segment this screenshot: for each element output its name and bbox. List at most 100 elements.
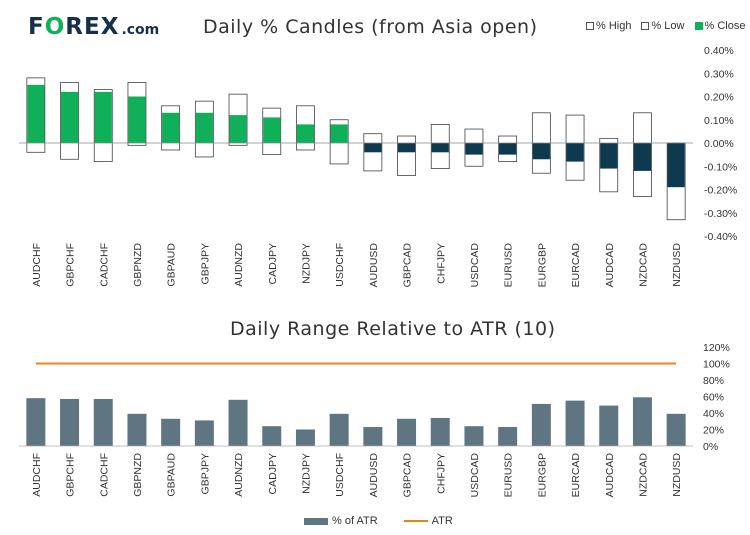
- close-bar: [499, 143, 517, 155]
- atr-pct-bar: [397, 418, 417, 446]
- x-tick-label: GBPCHF: [65, 243, 77, 287]
- close-bar: [431, 143, 449, 153]
- atr-pct-bar: [329, 413, 349, 446]
- logo-text-rex: REX: [65, 14, 120, 40]
- atr-chart-title: Daily Range Relative to ATR (10): [230, 318, 556, 340]
- x-tick-label: CADJPY: [267, 243, 279, 284]
- atr-pct-bar: [262, 426, 282, 446]
- x-tick-label: GBPCAD: [402, 243, 414, 288]
- x-tick-label: NZDJPY: [300, 453, 312, 494]
- x-tick-label: EURCAD: [570, 453, 582, 498]
- atr-pct-bar: [363, 427, 383, 446]
- atr-pct-bar: [430, 417, 450, 446]
- x-tick-label: NZDJPY: [300, 243, 312, 284]
- close-bar: [60, 91, 79, 143]
- atr-legend: % of ATR ATR: [304, 515, 453, 527]
- close-bar: [296, 124, 315, 143]
- x-tick-label: USDCAD: [469, 453, 481, 498]
- close-bar: [27, 84, 45, 143]
- legend-item-high: % High: [586, 20, 631, 32]
- close-bar: [600, 143, 618, 169]
- x-tick-label: GBPNZD: [132, 243, 144, 287]
- atr-pct-bar: [194, 420, 214, 446]
- x-tick-label: GBPJPY: [199, 453, 211, 494]
- y-tick-label: 0.30%: [704, 68, 734, 80]
- x-tick-label: NZDUSD: [671, 243, 683, 287]
- close-bar: [532, 143, 550, 160]
- x-tick-label: EURGBP: [536, 453, 548, 497]
- x-tick-label: USDCHF: [334, 453, 346, 497]
- close-bar: [128, 96, 146, 143]
- y-tick-label: 40%: [703, 408, 724, 420]
- atr-pct-bar: [26, 398, 46, 446]
- x-tick-label: AUDNZD: [233, 453, 245, 497]
- close-bar: [330, 124, 348, 143]
- legend-item-pct-atr: % of ATR: [304, 515, 378, 527]
- y-tick-label: 120%: [703, 342, 730, 354]
- atr-pct-bar: [161, 418, 181, 446]
- y-tick-label: -0.10%: [704, 161, 737, 173]
- legend-item-low: % Low: [641, 20, 685, 32]
- atr-pct-bar: [632, 397, 652, 446]
- x-tick-label: CHFJPY: [435, 243, 447, 284]
- atr-pct-bar: [295, 429, 315, 446]
- x-tick-label: CADCHF: [98, 453, 110, 497]
- close-bar: [162, 112, 180, 143]
- legend-label-close: % Close: [704, 20, 746, 32]
- x-tick-label: AUDCAD: [604, 243, 616, 288]
- y-tick-label: 0.20%: [704, 92, 734, 104]
- legend-label-high: % High: [596, 20, 632, 32]
- x-tick-label: EURGBP: [536, 243, 548, 287]
- legend-label-low: % Low: [651, 20, 685, 32]
- atr-pct-bar: [60, 398, 80, 446]
- x-tick-label: EURCAD: [570, 243, 582, 288]
- x-tick-label: EURUSD: [503, 243, 515, 288]
- candles-chart-title: Daily % Candles (from Asia open): [203, 16, 538, 38]
- close-bar: [94, 91, 112, 143]
- close-bar: [263, 117, 281, 143]
- y-tick-label: 0%: [703, 441, 718, 453]
- y-tick-label: -0.30%: [704, 208, 737, 220]
- x-tick-label: GBPCAD: [402, 453, 414, 498]
- x-tick-label: NZDUSD: [671, 453, 683, 497]
- close-bar: [566, 143, 584, 162]
- y-tick-label: 20%: [703, 425, 724, 437]
- x-tick-label: USDCAD: [469, 243, 481, 288]
- atr-pct-bar: [464, 426, 484, 446]
- x-tick-label: USDCHF: [334, 243, 346, 287]
- atr-pct-bar: [127, 413, 147, 446]
- x-tick-label: AUDNZD: [233, 243, 245, 287]
- legend-item-atr: ATR: [403, 515, 453, 527]
- legend-item-close: % Close: [694, 20, 746, 32]
- logo-text-com: .com: [121, 22, 160, 38]
- y-tick-label: -0.40%: [704, 231, 737, 243]
- atr-pct-bar: [666, 413, 686, 446]
- x-tick-label: GBPNZD: [132, 453, 144, 497]
- y-tick-label: 0.40%: [704, 45, 734, 57]
- x-tick-label: AUDCHF: [31, 453, 43, 497]
- close-bar: [195, 112, 213, 143]
- x-tick-label: GBPAUD: [166, 453, 178, 497]
- close-bar: [465, 143, 483, 155]
- legend-swatch-close: [694, 22, 703, 30]
- y-tick-label: 0.10%: [704, 115, 734, 127]
- x-tick-label: GBPAUD: [166, 243, 178, 287]
- x-tick-label: CADJPY: [267, 453, 279, 494]
- candles-legend: % High % Low % Close: [586, 20, 745, 32]
- x-tick-label: AUDCHF: [31, 243, 43, 287]
- x-tick-label: AUDCAD: [604, 453, 616, 498]
- y-tick-label: 0.00%: [704, 138, 734, 150]
- x-tick-label: GBPCHF: [65, 453, 77, 497]
- legend-swatch-pct-atr: [304, 517, 328, 525]
- x-tick-label: EURUSD: [503, 453, 515, 498]
- atr-pct-bar: [599, 405, 619, 446]
- close-bar: [667, 143, 685, 188]
- logo-text-f: F: [28, 14, 45, 40]
- candles-chart: 0.40% 0.30% 0.20% 0.10% 0.00% -0.10% -0.20% -0.…: [19, 45, 737, 288]
- x-tick-label: AUDUSD: [368, 453, 380, 498]
- atr-pct-bar: [565, 400, 585, 446]
- close-bar: [364, 143, 382, 153]
- close-bar: [397, 143, 416, 153]
- legend-swatch-low: [641, 22, 650, 30]
